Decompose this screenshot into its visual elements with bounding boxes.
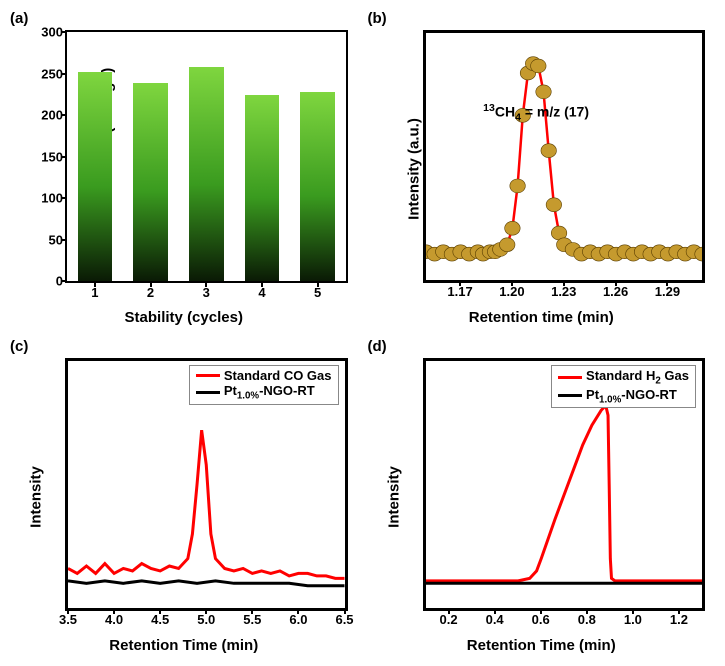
legend-swatch: [558, 376, 582, 379]
xtick-label: 0.4: [486, 612, 504, 627]
figure-grid: (a) Methane Evolution (nmolg-1) Stabilit…: [10, 10, 715, 656]
panel-b-annotation: 13CH4 = m/z (17): [483, 102, 589, 123]
xtick-label: 0.2: [439, 612, 457, 627]
panel-d-label: (d): [368, 338, 387, 355]
ytick-label: 300: [41, 25, 63, 40]
ytick-label: 200: [41, 108, 63, 123]
bar: [78, 72, 113, 281]
bar: [189, 67, 224, 281]
legend-label: Pt1.0%-NGO-RT: [224, 383, 315, 402]
xtick-label: 1.17: [447, 284, 472, 299]
panel-d-xlabel: Retention Time (min): [467, 637, 616, 654]
panel-b-plot: 13CH4 = m/z (17) 1.171.201.231.261.29: [423, 30, 706, 283]
panel-a-plot: 05010015020025030012345: [65, 30, 348, 283]
panel-c-legend: Standard CO GasPt1.0%-NGO-RT: [189, 365, 339, 405]
panel-d-ylabel: Intensity: [385, 466, 402, 528]
legend-swatch: [558, 394, 582, 397]
panel-a-xlabel: Stability (cycles): [125, 309, 243, 326]
xtick-label: 1.23: [551, 284, 576, 299]
panel-d-legend: Standard H2 GasPt1.0%-NGO-RT: [551, 365, 696, 408]
legend-item: Pt1.0%-NGO-RT: [196, 383, 332, 402]
bar: [300, 92, 335, 281]
xtick-label: 3.5: [59, 612, 77, 627]
panel-c-xlabel: Retention Time (min): [109, 637, 258, 654]
xtick-label: 6.5: [335, 612, 353, 627]
xtick-label: 4.0: [105, 612, 123, 627]
ytick-label: 100: [41, 191, 63, 206]
legend-swatch: [196, 391, 220, 394]
legend-label: Standard H2 Gas: [586, 368, 689, 387]
legend-label: Pt1.0%-NGO-RT: [586, 387, 677, 406]
panel-d: (d) Intensity Retention Time (min) Stand…: [368, 338, 716, 656]
bar: [133, 83, 168, 281]
legend-item: Standard CO Gas: [196, 368, 332, 383]
xtick-label: 0.8: [578, 612, 596, 627]
panel-c-ylabel: Intensity: [27, 466, 44, 528]
panel-b: (b) Intensity (a.u.) Retention time (min…: [368, 10, 716, 328]
legend-item: Pt1.0%-NGO-RT: [558, 387, 689, 406]
panel-b-label: (b): [368, 10, 387, 27]
panel-a-label: (a): [10, 10, 28, 27]
panel-b-xlabel: Retention time (min): [469, 309, 614, 326]
panel-d-plot: Standard H2 GasPt1.0%-NGO-RT 0.20.40.60.…: [423, 358, 706, 611]
xtick-label: 1.0: [624, 612, 642, 627]
xtick-label: 1: [91, 285, 98, 300]
xtick-label: 2: [147, 285, 154, 300]
ytick-label: 150: [41, 149, 63, 164]
xtick-label: 4.5: [151, 612, 169, 627]
panel-b-ylabel: Intensity (a.u.): [405, 118, 422, 220]
panel-c-plot: Standard CO GasPt1.0%-NGO-RT 3.54.04.55.…: [65, 358, 348, 611]
xtick-label: 4: [258, 285, 265, 300]
xtick-label: 5.0: [197, 612, 215, 627]
xtick-label: 1.29: [655, 284, 680, 299]
panel-c: (c) Intensity Retention Time (min) Stand…: [10, 338, 358, 656]
legend-swatch: [196, 374, 220, 377]
xtick-label: 1.2: [670, 612, 688, 627]
xtick-label: 5.5: [243, 612, 261, 627]
ytick-label: 250: [41, 66, 63, 81]
xtick-label: 6.0: [289, 612, 307, 627]
legend-label: Standard CO Gas: [224, 368, 332, 383]
panel-c-label: (c): [10, 338, 28, 355]
legend-item: Standard H2 Gas: [558, 368, 689, 387]
xtick-label: 1.26: [603, 284, 628, 299]
xtick-label: 3: [203, 285, 210, 300]
xtick-label: 0.6: [532, 612, 550, 627]
bar: [245, 95, 280, 281]
panel-a: (a) Methane Evolution (nmolg-1) Stabilit…: [10, 10, 358, 328]
xtick-label: 5: [314, 285, 321, 300]
xtick-label: 1.20: [499, 284, 524, 299]
